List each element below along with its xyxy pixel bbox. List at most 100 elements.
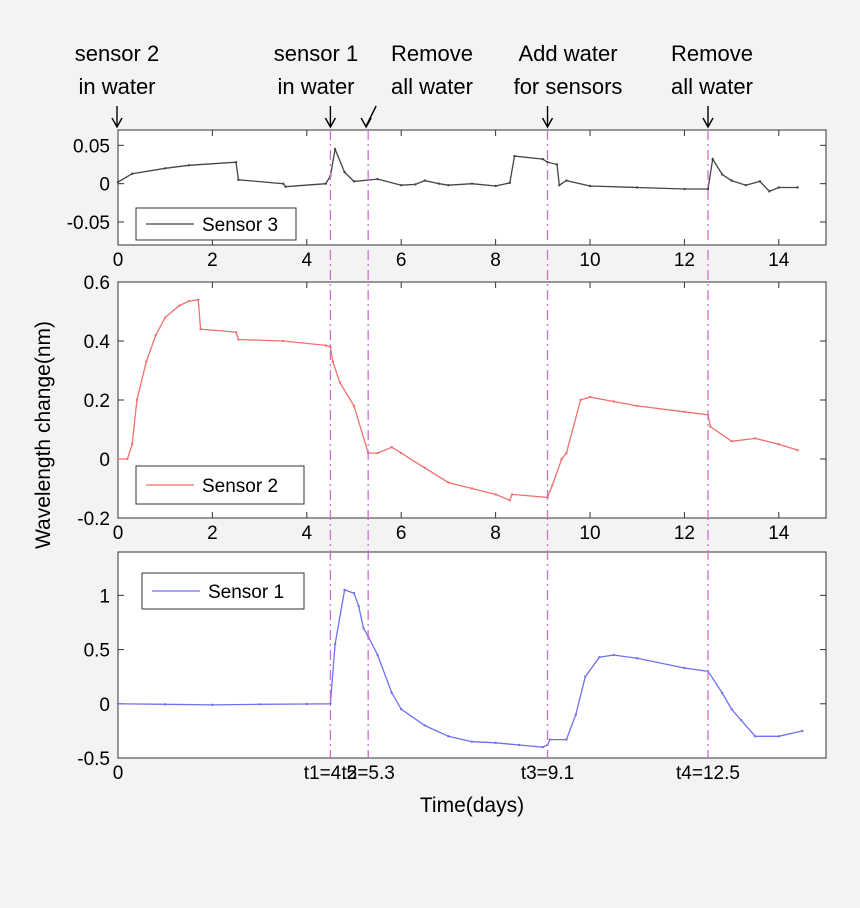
annotation-text: in water: [277, 74, 354, 99]
y-tick-label: 0: [99, 450, 110, 471]
x-tick-label: 6: [396, 523, 407, 544]
data-point: [333, 642, 337, 646]
x-tick-label: 10: [579, 250, 600, 271]
x-tick-label: 12: [674, 523, 695, 544]
data-point: [546, 161, 549, 164]
legend-bottom: Sensor 1: [141, 572, 305, 610]
data-point: [352, 180, 356, 183]
legend-label: Sensor 2: [202, 476, 278, 497]
data-point: [558, 184, 561, 187]
data-point: [754, 735, 757, 738]
data-point: [234, 330, 238, 334]
data-point: [400, 451, 403, 455]
data-point: [400, 708, 403, 711]
x-tick-label: 2: [207, 523, 218, 544]
data-point: [258, 703, 261, 706]
data-point: [116, 180, 120, 184]
annotation-text: all water: [391, 74, 473, 99]
data-point: [130, 172, 134, 175]
y-tick-label: 0.05: [73, 136, 110, 157]
data-point: [362, 626, 365, 630]
arrow-head: [324, 117, 337, 129]
data-point: [199, 328, 202, 331]
data-point: [560, 457, 563, 461]
data-point: [555, 163, 559, 166]
data-point: [164, 316, 167, 319]
data-point: [730, 440, 733, 443]
data-point: [588, 395, 592, 399]
data-point: [683, 187, 686, 191]
data-point: [720, 691, 724, 695]
data-point: [447, 481, 450, 484]
data-point: [447, 735, 450, 738]
data-point: [116, 702, 120, 705]
annotation-text: Remove: [671, 41, 753, 66]
x-tick-label: t2=5.3: [341, 763, 394, 784]
data-point: [565, 179, 568, 182]
x-tick-label: 14: [768, 523, 790, 544]
annotation-text: Remove: [391, 41, 473, 66]
data-point: [282, 339, 285, 343]
annotation: sensor 2 in water: [75, 41, 159, 129]
data-point: [598, 655, 601, 659]
data-point: [164, 167, 167, 170]
data-point: [437, 182, 441, 185]
data-point: [510, 493, 514, 496]
annotation-text: Add water: [518, 41, 617, 66]
legend-label: Sensor 1: [208, 582, 284, 603]
y-tick-label: 0.6: [84, 273, 110, 294]
data-point: [211, 703, 214, 707]
data-point: [513, 154, 516, 158]
data-point: [423, 179, 426, 182]
data-point: [518, 743, 521, 747]
data-point: [494, 184, 497, 188]
data-point: [565, 451, 568, 455]
data-point: [343, 170, 346, 174]
data-point: [574, 713, 578, 716]
data-point: [777, 186, 780, 189]
x-tick-label: 8: [490, 523, 501, 544]
event-lines: [329, 130, 709, 758]
data-point: [187, 299, 190, 303]
x-tick-label: 0: [113, 250, 124, 271]
annotation: sensor 1 in water: [274, 41, 358, 129]
x-tick-label: 8: [490, 250, 501, 271]
data-point: [400, 184, 403, 187]
annotation-text: sensor 2: [75, 41, 159, 66]
data-point: [284, 185, 287, 188]
x-tick-label: 4: [302, 250, 313, 271]
data-point: [178, 304, 181, 307]
arrow-head: [702, 117, 714, 129]
data-point: [390, 691, 393, 695]
data-point: [551, 484, 554, 487]
data-point: [376, 177, 379, 181]
annotation: Add water for sensors: [514, 41, 623, 129]
arrow-head: [111, 117, 123, 129]
data-point: [126, 457, 129, 461]
legend-middle: Sensor 2: [135, 465, 305, 505]
data-point: [565, 738, 568, 741]
data-point: [414, 183, 417, 186]
x-tick-label: 4: [302, 523, 313, 544]
data-point: [508, 181, 511, 185]
annotation-text: for sensors: [514, 74, 623, 99]
data-point: [579, 398, 582, 402]
data-point: [237, 338, 240, 341]
x-axis-label: Time(days): [420, 794, 524, 817]
y-tick-label: 0: [99, 175, 110, 196]
annotations: sensor 2 in water sensor 1 in water Remove al…: [75, 41, 753, 129]
data-point: [796, 186, 799, 189]
data-point: [683, 410, 686, 413]
y-tick-label: -0.5: [77, 749, 110, 770]
data-point: [282, 182, 285, 185]
data-point: [739, 718, 743, 722]
data-point: [494, 493, 497, 496]
data-point: [470, 182, 474, 185]
data-point: [197, 298, 200, 301]
series-line-sensor-3: [117, 146, 798, 193]
data-point: [237, 178, 240, 182]
x-tick-label: t3=9.1: [521, 763, 574, 784]
x-tick-label: 2: [207, 250, 218, 271]
data-point: [777, 443, 780, 446]
data-point: [801, 729, 804, 733]
